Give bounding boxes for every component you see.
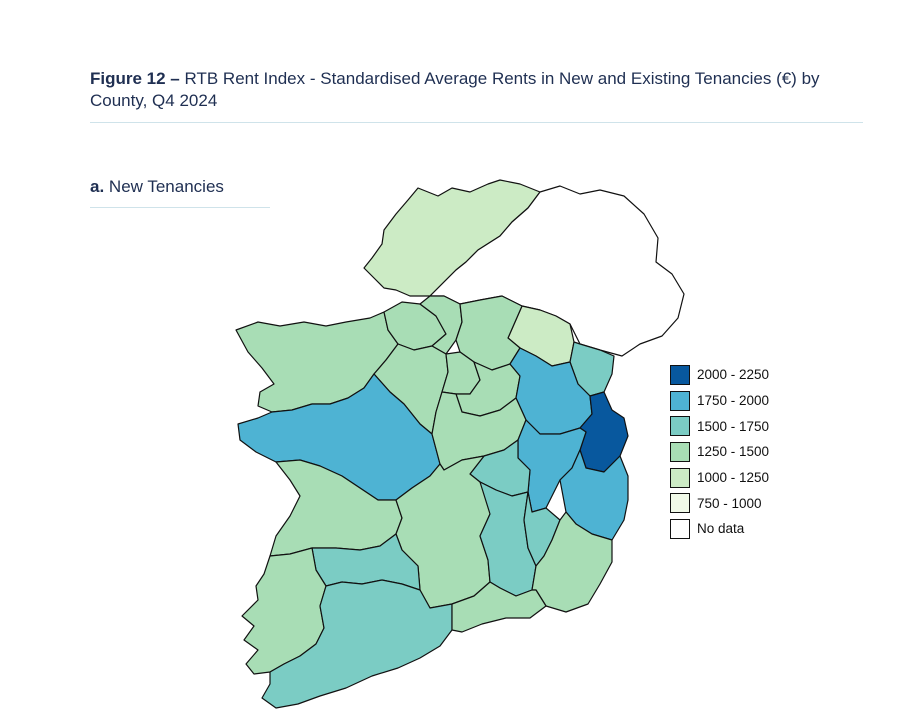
legend-item: 750 - 1000 [670,490,769,516]
title-divider [90,122,863,123]
legend-label: 1750 - 2000 [697,393,770,409]
legend-swatch [670,416,690,437]
legend-swatch [670,390,690,411]
panel-title-text: New Tenancies [108,177,224,196]
panel-title: a. New Tenancies [90,177,224,197]
legend-swatch [670,467,690,488]
county-waterford [451,581,547,633]
county-wexford [531,511,613,613]
map-legend: 2000 - 2250 1750 - 2000 1500 - 1750 1250… [670,362,769,542]
legend-label: 2000 - 2250 [697,367,770,383]
legend-item: 1000 - 1250 [670,465,769,491]
legend-item: 1750 - 2000 [670,388,769,414]
legend-label: 1250 - 1500 [697,444,770,460]
legend-item: 1500 - 1750 [670,413,769,439]
figure-title-text: RTB Rent Index - Standardised Average Re… [90,69,820,110]
figure-label: Figure 12 – [90,69,180,88]
county-cork [261,579,453,709]
legend-label: 1500 - 1750 [697,418,770,434]
legend-label: No data [697,521,745,537]
legend-swatch [670,493,690,514]
legend-swatch [670,364,690,385]
legend-item: No data [670,516,769,542]
figure-title: Figure 12 – RTB Rent Index - Standardise… [90,68,870,112]
legend-swatch [670,518,690,539]
panel-label: a. [90,177,105,196]
legend-label: 750 - 1000 [697,495,762,511]
legend-item: 2000 - 2250 [670,362,769,388]
legend-item: 1250 - 1500 [670,439,769,465]
legend-label: 1000 - 1250 [697,470,770,486]
panel-divider [90,207,270,208]
legend-swatch [670,441,690,462]
